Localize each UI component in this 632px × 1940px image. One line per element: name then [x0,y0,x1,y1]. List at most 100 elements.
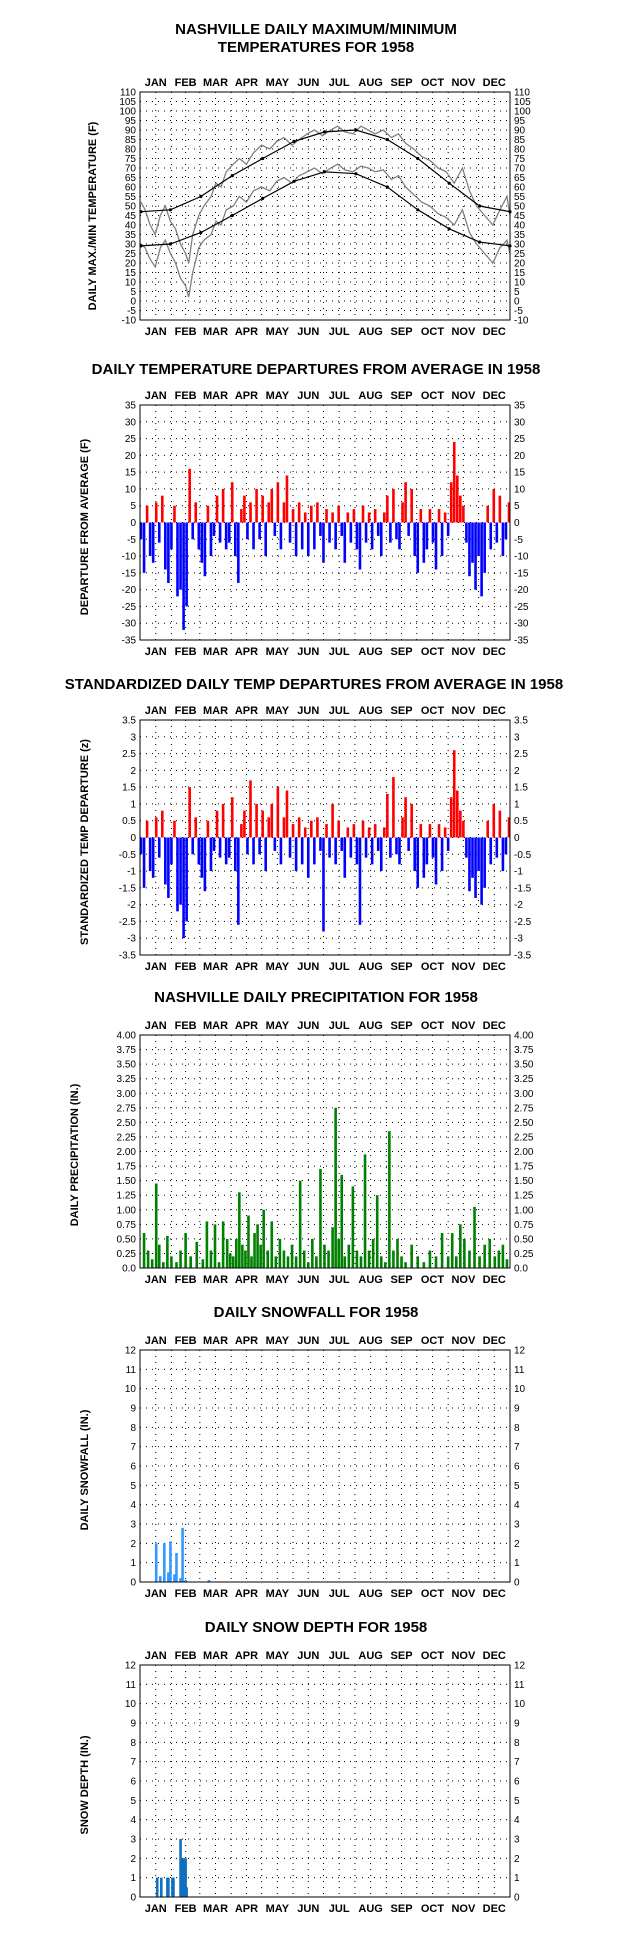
bar [316,502,319,523]
y-tick-label-left: 3.5 [122,716,136,727]
y-tick-label-left: 1.5 [122,783,136,794]
bar [413,522,417,557]
y-tick-label-left: 7 [130,1757,136,1768]
y-tick-label-left: 25 [125,249,137,260]
y-tick-label-left: 1.25 [117,1191,137,1202]
bar [325,509,328,523]
y-tick-label-right: -30 [514,619,529,630]
month-label-top: APR [235,705,258,717]
bar [182,522,185,630]
month-label-top: AUG [358,77,382,89]
bar [384,1262,387,1268]
month-label-top: JUN [297,1335,319,1347]
y-tick-label-left: 0.0 [122,1264,136,1275]
month-label-bottom: MAR [203,961,228,973]
bar [212,837,216,851]
bar [492,803,496,838]
month-label-top: MAR [203,1335,228,1347]
y-tick-label-right: 15 [514,468,526,479]
month-label-bottom: MAR [203,326,228,338]
bar [468,1250,471,1268]
y-tick-label-left: 9 [130,1404,136,1415]
bar [298,1180,302,1268]
y-tick-label-left: 0 [130,833,136,844]
plot-frame [139,1349,511,1583]
bar [334,1107,337,1268]
month-label-bottom: JUL [329,961,350,973]
normal-point [447,227,451,231]
bar [504,837,508,855]
bar [346,512,350,523]
y-tick-label-right: -0.5 [514,850,532,861]
plot-frame [139,91,511,321]
month-label-bottom: NOV [451,961,476,973]
bar [358,522,362,570]
y-tick-label-right: 4 [514,1815,520,1826]
month-label-top: AUG [358,1650,382,1662]
y-tick-label-left: 2.00 [117,1147,137,1158]
y-tick-label-left: 40 [125,221,137,232]
normal-point [199,231,203,235]
month-label-top: DEC [483,1650,506,1662]
y-tick-label-left: 8 [130,1738,136,1749]
bar [449,797,453,838]
month-label-top: NOV [451,705,476,717]
y-tick-label-right: 4.00 [514,1031,534,1042]
y-tick-label-left: 7 [130,1442,136,1453]
bar [142,522,146,573]
y-tick-label-left: 25 [125,434,137,445]
month-label-top: OCT [421,1335,445,1347]
bar [179,522,182,590]
month-label-bottom: AUG [358,961,382,973]
month-label-top: JUN [297,77,319,89]
bar [489,522,493,550]
bar [288,837,292,858]
month-label-top: APR [235,1650,258,1662]
y-tick-label-right: 11 [514,1365,525,1376]
bar [157,837,161,858]
month-label-top: JUL [329,705,350,717]
month-label-bottom: JUL [329,1903,350,1915]
bar [410,1244,413,1268]
bar [425,522,429,550]
y-tick-label-right: 80 [514,145,526,156]
bar [352,824,356,838]
bar [315,1256,318,1268]
y-tick-label-right: 8 [514,1423,520,1434]
y-tick-label-left: 5 [130,1796,136,1807]
y-tick-label-left: 12 [125,1661,137,1672]
bar [486,820,489,838]
month-label-bottom: MAR [203,1903,228,1915]
y-tick-label-right: -10 [514,316,529,327]
normal-point [447,181,451,185]
bar [243,810,246,838]
y-tick-label-right: 10 [514,278,526,289]
bar [454,1256,458,1268]
month-label-top: MAY [266,1335,290,1347]
bar [471,522,474,563]
bar [428,824,432,838]
y-tick-label-left: 0.5 [122,816,136,827]
month-label-top: MAR [203,390,228,402]
bar [349,522,353,543]
chart-snowfall: DAILY SNOWFALL FOR 1958 DAILY SNOWFALL (… [79,1304,526,1600]
bar [319,837,322,851]
bar [163,1543,166,1582]
bar [449,482,453,523]
bar [428,509,432,523]
bar [450,1233,454,1268]
y-tick-label-right: 25 [514,434,526,445]
bar [331,803,334,838]
bar [170,837,173,865]
bar [267,817,271,838]
bar [164,522,167,570]
y-tick-label-left: 35 [125,401,137,412]
y-tick-label-right: 2 [514,1539,520,1550]
month-label-top: JUN [297,705,319,717]
month-label-bottom: FEB [175,646,197,658]
month-label-top: FEB [175,1650,197,1662]
bar [386,495,389,523]
y-tick-label-left: 0 [130,1893,136,1904]
y-tick-label-left: 0.50 [117,1234,137,1245]
y-tick-label-right: -5 [514,306,523,317]
